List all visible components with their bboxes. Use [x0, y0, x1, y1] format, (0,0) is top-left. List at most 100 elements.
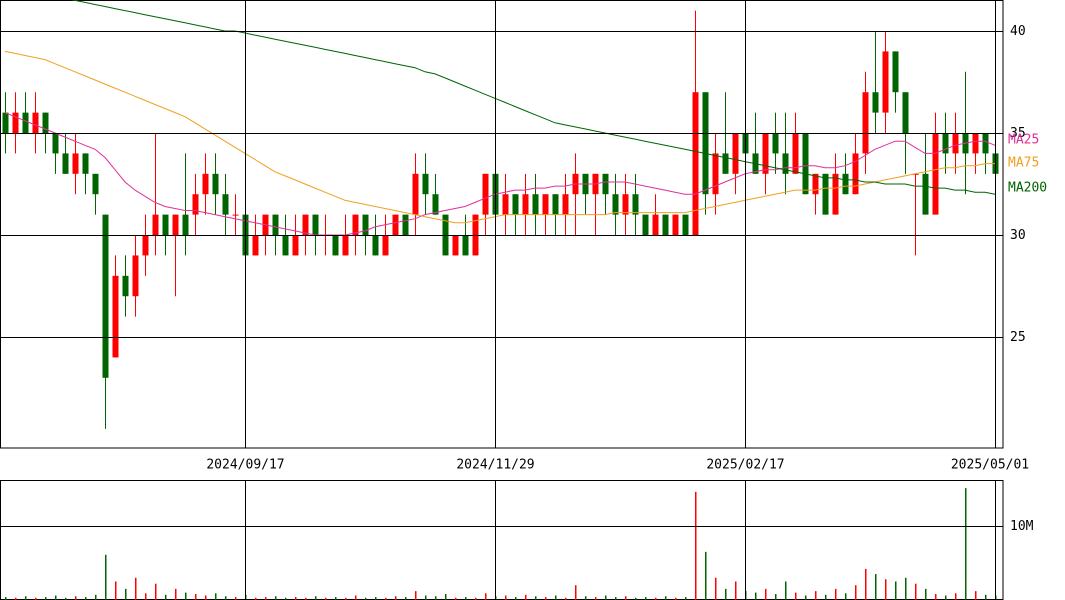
- volume-panel-frame: [0, 480, 1004, 600]
- candle-body: [422, 173, 429, 195]
- volume-bar: [585, 596, 587, 600]
- volume-bar: [185, 592, 187, 600]
- volume-bar: [655, 597, 657, 600]
- volume-bar: [285, 597, 287, 600]
- candle-body: [362, 214, 369, 236]
- volume-bar: [675, 597, 677, 600]
- candle-body: [622, 194, 629, 215]
- volume-bar: [875, 574, 877, 600]
- candle-body: [972, 133, 979, 154]
- moving-average-line: [4, 50, 995, 224]
- volume-bar: [65, 597, 67, 600]
- volume-bar: [125, 588, 127, 600]
- candle-body: [732, 133, 739, 174]
- volume-bar: [815, 591, 817, 600]
- candle-body: [672, 214, 679, 236]
- candle-body: [662, 214, 669, 236]
- volume-bar: [95, 594, 97, 600]
- volume-bar: [155, 583, 157, 600]
- volume-bar: [345, 597, 347, 600]
- candle-body: [372, 235, 379, 256]
- x-tick-label: 2025/02/17: [706, 458, 784, 473]
- volume-bar: [905, 577, 907, 600]
- y-tick-label: 30: [1010, 228, 1026, 243]
- candle-body: [882, 51, 889, 113]
- volume-bar: [795, 592, 797, 600]
- legend-label: MA200: [1008, 181, 1047, 196]
- volume-bar: [105, 554, 107, 600]
- price-panel-frame: [0, 0, 1004, 449]
- volume-bar: [945, 595, 947, 600]
- candle-body: [392, 214, 399, 236]
- candle-body: [892, 51, 899, 93]
- volume-bar: [625, 596, 627, 600]
- candle-body: [352, 214, 359, 236]
- volume-bar: [15, 597, 17, 600]
- candle-body: [482, 173, 489, 215]
- volume-bar: [665, 596, 667, 600]
- volume-bar: [255, 597, 257, 600]
- candle-body: [282, 235, 289, 256]
- candle-body: [72, 153, 79, 174]
- price-plot: [2, 0, 999, 429]
- candle-body: [462, 235, 469, 256]
- y-tick-label: 25: [1010, 330, 1026, 345]
- candle-body: [312, 214, 319, 236]
- candle-body: [772, 133, 779, 154]
- volume-bar: [225, 596, 227, 600]
- candle-body: [902, 92, 909, 134]
- volume-bar: [375, 597, 377, 600]
- volume-bar: [775, 594, 777, 600]
- candle-body: [122, 275, 129, 297]
- y-tick-label: 10M: [1010, 519, 1034, 534]
- candle-body: [822, 173, 829, 215]
- candle-body: [502, 194, 509, 215]
- volume-bar: [465, 597, 467, 600]
- candle-body: [912, 173, 919, 175]
- volume-bar: [545, 597, 547, 600]
- candle-body: [142, 235, 149, 256]
- volume-bar: [755, 592, 757, 600]
- x-tick-label: 2025/05/01: [951, 458, 1029, 473]
- volume-bar: [275, 596, 277, 600]
- volume-bar: [445, 594, 447, 600]
- y-tick-label: 35: [1010, 126, 1026, 141]
- volume-bar: [725, 588, 727, 600]
- volume-bar: [135, 577, 137, 600]
- volume-bar: [385, 597, 387, 600]
- volume-bar: [265, 597, 267, 600]
- candle-body: [382, 235, 389, 256]
- candle-body: [692, 92, 699, 236]
- x-tick-label: 2024/09/17: [206, 458, 284, 473]
- candle-body: [42, 112, 49, 134]
- candle-body: [612, 194, 619, 215]
- candle-body: [182, 214, 189, 236]
- candle-body: [452, 235, 459, 256]
- volume-bar: [25, 596, 27, 600]
- candle-body: [722, 153, 729, 174]
- volume-bar: [555, 595, 557, 600]
- volume-bar: [575, 585, 577, 600]
- candle-body: [402, 214, 409, 236]
- volume-bar: [605, 595, 607, 600]
- volume-bar: [485, 593, 487, 600]
- volume-bar: [415, 591, 417, 600]
- candle-body: [32, 112, 39, 134]
- volume-bar: [5, 597, 7, 600]
- volume-bar: [535, 596, 537, 600]
- volume-bar: [985, 594, 987, 600]
- candle-body: [332, 235, 339, 256]
- volume-bar: [235, 597, 237, 600]
- candle-body: [22, 112, 29, 134]
- candle-body: [952, 133, 959, 154]
- volume-bar: [455, 597, 457, 600]
- candle-body: [52, 133, 59, 154]
- volume-bar: [845, 593, 847, 600]
- volume-bar: [395, 596, 397, 600]
- candle-body: [202, 173, 209, 195]
- volume-bar: [165, 594, 167, 600]
- volume-bar: [915, 583, 917, 600]
- volume-bar: [305, 597, 307, 600]
- x-tick-label: 2024/11/29: [456, 458, 534, 473]
- volume-bar: [405, 597, 407, 600]
